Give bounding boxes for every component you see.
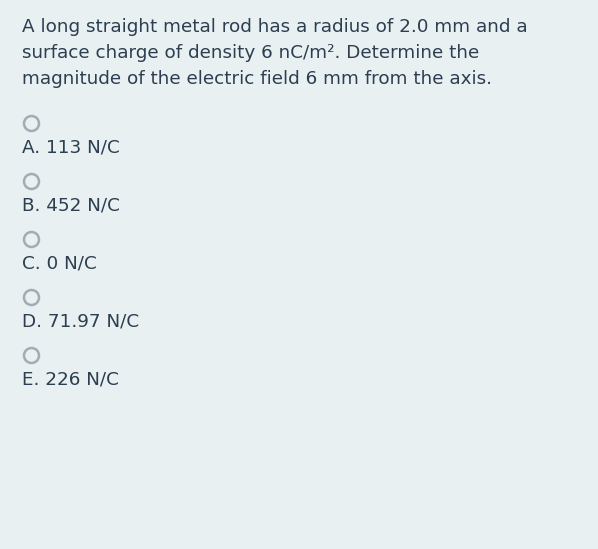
Text: surface charge of density 6 nC/m². Determine the: surface charge of density 6 nC/m². Deter… <box>22 44 479 62</box>
Text: A. 113 N/C: A. 113 N/C <box>22 139 120 157</box>
Text: magnitude of the electric field 6 mm from the axis.: magnitude of the electric field 6 mm fro… <box>22 70 492 88</box>
Text: C. 0 N/C: C. 0 N/C <box>22 255 97 273</box>
Text: A long straight metal rod has a radius of 2.0 mm and a: A long straight metal rod has a radius o… <box>22 18 527 36</box>
Text: B. 452 N/C: B. 452 N/C <box>22 197 120 215</box>
Text: D. 71.97 N/C: D. 71.97 N/C <box>22 313 139 331</box>
Text: E. 226 N/C: E. 226 N/C <box>22 371 119 389</box>
